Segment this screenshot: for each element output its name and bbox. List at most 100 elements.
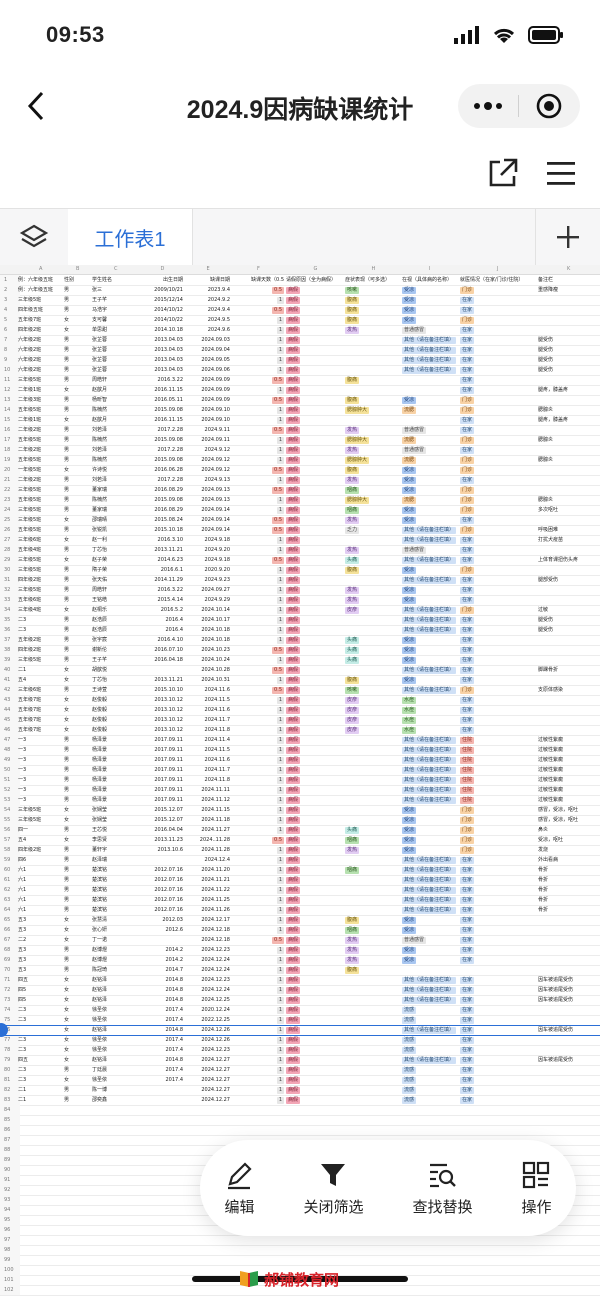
table-cell[interactable]: 1 xyxy=(232,415,286,425)
table-cell[interactable] xyxy=(345,335,402,345)
table-cell[interactable]: 病假 xyxy=(286,915,345,925)
table-cell[interactable]: 2024.9.20 xyxy=(204,547,230,553)
table-cell[interactable]: 在家 xyxy=(460,655,538,665)
table-cell[interactable]: 受凉 xyxy=(402,465,460,475)
table-cell[interactable]: 四年级2班 xyxy=(18,647,42,653)
table-cell[interactable]: 1 xyxy=(232,435,286,445)
table-cell[interactable]: 2024.09.09 xyxy=(201,387,230,393)
table-cell[interactable]: 女 xyxy=(64,667,70,673)
table-cell[interactable] xyxy=(345,975,402,985)
table-cell[interactable]: 受凉 xyxy=(402,305,460,315)
table-cell[interactable]: 腹痛 xyxy=(345,965,402,975)
table-cell[interactable]: 男 xyxy=(64,857,70,863)
table-cell[interactable]: 2013.04.03 xyxy=(154,337,183,343)
table-cell[interactable]: 男 xyxy=(64,747,70,753)
table-cell[interactable]: 病假 xyxy=(286,415,345,425)
table-cell[interactable]: 2024.11.12 xyxy=(201,797,230,803)
table-cell[interactable]: 男 xyxy=(64,297,70,303)
table-cell[interactable]: 腮腺肿大 xyxy=(345,495,402,505)
header-cell[interactable]: 出生日期 xyxy=(162,277,183,283)
table-cell[interactable] xyxy=(538,305,600,315)
table-row[interactable]: 39 三年级5班男王子芊 2016.04.18 2024.10.24 1 病假 头痛 受凉 在家 xyxy=(0,655,600,666)
table-cell[interactable]: 1 xyxy=(232,1045,286,1055)
table-cell[interactable]: 男 xyxy=(64,877,70,883)
table-cell[interactable]: 在家 xyxy=(460,1005,538,1015)
table-cell[interactable]: 男 xyxy=(64,487,70,493)
table-cell[interactable]: 1 xyxy=(232,775,286,785)
table-cell[interactable]: 赵俊毅 xyxy=(92,717,108,723)
table-cell[interactable]: 2012.6 xyxy=(165,927,184,933)
table-row[interactable]: 72 四5 女赵铭泽 2014.8 2024.12.24 1 病假 其他（请在备注栏填） 在家因… xyxy=(0,985,600,996)
table-cell[interactable]: 五年级4班 xyxy=(18,547,42,553)
table-cell[interactable]: 病假 xyxy=(286,295,345,305)
table-cell[interactable]: 五4 xyxy=(18,677,27,683)
table-row[interactable]: 47 一3 男杨泽景 2017.09.11 2024.11.4 1 病假 其他（请在备注栏填）… xyxy=(0,735,600,746)
table-cell[interactable]: 1 xyxy=(232,945,286,955)
table-cell[interactable]: 1 xyxy=(232,635,286,645)
table-cell[interactable]: 门诊 xyxy=(460,805,538,815)
table-row[interactable]: 57 五4 女李思贤 2013.11.23 2024..11.28 0.5 病假 咽痛 受凉 门诊… xyxy=(0,835,600,846)
table-cell[interactable]: 腮腺炎 xyxy=(538,437,554,443)
table-cell[interactable]: 普通感冒 xyxy=(402,445,460,455)
table-cell[interactable]: 病假 xyxy=(286,1005,345,1015)
table-cell[interactable]: 2009/10/21 xyxy=(154,287,183,293)
table-cell[interactable] xyxy=(140,665,185,675)
table-cell[interactable]: 2013.10.12 xyxy=(154,717,183,723)
table-cell[interactable]: 腮腺炎 xyxy=(538,497,554,503)
table-cell[interactable]: 三年级5班 xyxy=(18,487,42,493)
table-cell[interactable]: 发热 xyxy=(345,475,402,485)
table-cell[interactable]: 张芷蓉 xyxy=(92,337,108,343)
table-cell[interactable]: 王诗萱 xyxy=(92,687,108,693)
table-cell[interactable]: 杨泽景 xyxy=(92,767,108,773)
table-cell[interactable]: 0.5 xyxy=(232,305,286,315)
table-row[interactable]: 14 五年级5班男陈楠然 2015.09.08 2024.09.10 1 病假 腮腺肿大 流腮… xyxy=(0,405,600,416)
table-cell[interactable]: 流感 xyxy=(402,1095,460,1105)
table-cell[interactable]: 病假 xyxy=(286,525,345,535)
table-cell[interactable] xyxy=(18,1025,64,1035)
table-row[interactable]: 49 一3 男杨泽景 2017.09.11 2024.11.6 1 病假 其他（请在备注栏填）… xyxy=(0,755,600,766)
table-cell[interactable]: 2024.9.13 xyxy=(204,477,230,483)
table-cell[interactable]: 五年级5班 xyxy=(18,407,42,413)
table-cell[interactable]: 1 xyxy=(232,1015,286,1025)
table-cell[interactable]: 发烧 xyxy=(538,847,549,853)
table-cell[interactable]: 腮腺炎 xyxy=(538,407,554,413)
table-cell[interactable]: 病假 xyxy=(286,1075,345,1085)
table-cell[interactable]: 2014.8 xyxy=(165,987,184,993)
table-cell[interactable]: 2016.11.15 xyxy=(154,387,183,393)
table-row[interactable]: 59 四6 男赵泽瑞 2024.12.4 1 病假 其他（请在备注栏填） 在家 外出看病 xyxy=(0,855,600,866)
table-cell[interactable]: 男 xyxy=(64,527,70,533)
table-cell[interactable]: 在家 xyxy=(460,1025,538,1035)
table-cell[interactable]: 2024.12.27 xyxy=(201,1087,230,1093)
table-cell[interactable]: 门诊 xyxy=(460,835,538,845)
table-cell[interactable]: 1 xyxy=(232,695,286,705)
table-cell[interactable]: 一3 xyxy=(18,767,27,773)
table-cell[interactable] xyxy=(345,345,402,355)
table-cell[interactable]: 一3 xyxy=(18,737,27,743)
table-cell[interactable]: 五年级7班 xyxy=(18,727,42,733)
table-cell[interactable]: 2017.09.11 xyxy=(154,737,183,743)
table-cell[interactable]: 在家 xyxy=(460,855,538,865)
table-cell[interactable]: 受凉 xyxy=(402,915,460,925)
table-cell[interactable] xyxy=(140,1085,185,1095)
table-cell[interactable]: 2024.11.11 xyxy=(201,787,230,793)
table-cell[interactable]: 1 xyxy=(232,655,286,665)
table-cell[interactable] xyxy=(538,585,600,595)
table-cell[interactable]: 0.5 xyxy=(232,665,286,675)
table-row[interactable]: 54 三年级5班女张娴莹 2015.12.07 2024.11.15 1 病假 受凉 门诊 感冒… xyxy=(0,805,600,816)
table-cell[interactable]: 1 xyxy=(232,475,286,485)
table-cell[interactable]: 病假 xyxy=(286,735,345,745)
table-cell[interactable] xyxy=(538,645,600,655)
table-cell[interactable] xyxy=(538,1045,600,1055)
table-cell[interactable]: 1 xyxy=(232,355,286,365)
table-cell[interactable]: 其他（请在备注栏填） xyxy=(402,755,460,765)
table-cell[interactable]: 男 xyxy=(64,1067,70,1073)
table-cell[interactable]: 2015.12.07 xyxy=(154,817,183,823)
table-cell[interactable]: 张芷蓉 xyxy=(92,357,108,363)
table-cell[interactable]: 2016.6.1 xyxy=(160,567,183,573)
table-cell[interactable]: 过敏性紫癜 xyxy=(538,757,564,763)
header-cell[interactable]: 症状表现（可多选） xyxy=(345,277,391,283)
table-cell[interactable]: 六1 xyxy=(18,897,27,903)
table-row[interactable]: 83 二1 男邵奕鑫 2024.12.27 1 病假 流感 在家 xyxy=(0,1095,600,1106)
table-cell[interactable]: 2020.12.24 xyxy=(201,1007,230,1013)
table-cell[interactable]: 病假 xyxy=(286,555,345,565)
